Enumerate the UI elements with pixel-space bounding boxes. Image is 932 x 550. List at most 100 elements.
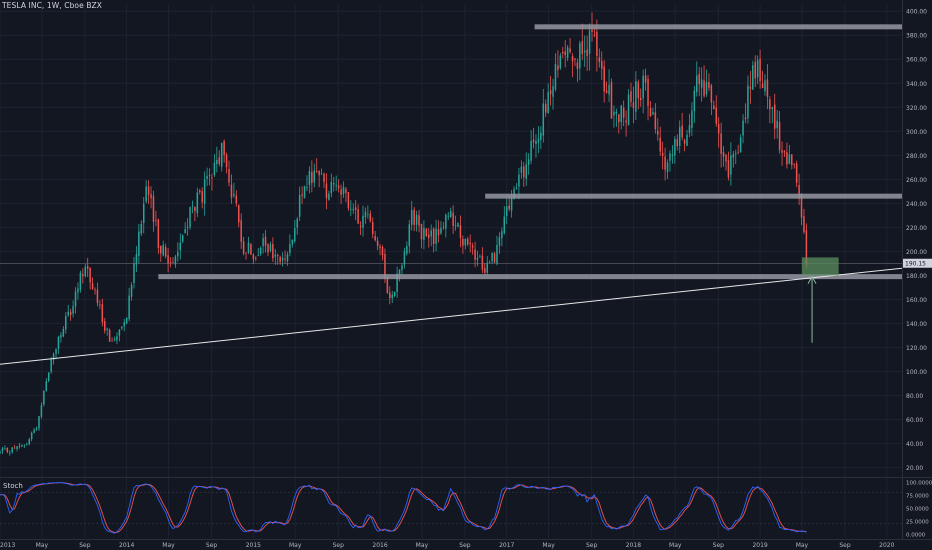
candle-body — [418, 215, 420, 226]
candle-body — [744, 117, 747, 120]
time-tick-label: Sep — [79, 542, 91, 549]
candle-body — [376, 240, 379, 246]
candle-body — [252, 254, 255, 260]
price-tick-label: 200.00 — [906, 249, 927, 256]
time-tick-label: 2015 — [246, 542, 261, 549]
candle-body — [445, 214, 447, 229]
candle-body — [225, 154, 228, 168]
candle-body — [43, 390, 45, 405]
candle-body — [527, 159, 530, 165]
candle-body — [194, 206, 196, 211]
candle-body — [447, 215, 450, 217]
candle-body — [457, 223, 459, 227]
candle-body — [203, 179, 206, 204]
candle-body — [218, 157, 221, 164]
candle-body — [323, 173, 325, 183]
candle-body — [501, 231, 503, 239]
candle-body — [488, 262, 491, 263]
candle-body — [622, 107, 625, 118]
candle-body — [184, 229, 186, 234]
candle-body — [564, 51, 566, 56]
candle-body — [371, 222, 374, 235]
candle-body — [6, 447, 9, 453]
candle-body — [354, 207, 357, 210]
candle-body — [705, 81, 708, 94]
candle-body — [406, 246, 408, 254]
candle-body — [540, 132, 542, 140]
candle-body — [769, 99, 771, 110]
candle-body — [803, 216, 805, 233]
price-tick-label: 120.00 — [906, 345, 927, 352]
candle-body — [496, 245, 498, 264]
candle-body — [374, 236, 376, 241]
candle-body — [281, 257, 284, 261]
candle-body — [393, 291, 396, 296]
candle-body — [786, 152, 788, 165]
candle-body — [264, 236, 267, 246]
candle-body — [639, 97, 642, 100]
long-term-trendline — [0, 267, 903, 365]
grid-lines — [0, 4, 902, 538]
candle-body — [637, 82, 640, 99]
candle-body — [108, 329, 111, 342]
time-tick-label: 2013 — [0, 542, 15, 549]
stoch-tick-label: 50.0000 — [906, 506, 929, 512]
candle-body — [228, 169, 230, 183]
resistance-level-line — [534, 24, 902, 30]
candle-body — [610, 82, 613, 119]
candle-body — [181, 235, 184, 242]
price-tick-label: 400.00 — [906, 9, 927, 16]
candle-body — [593, 35, 596, 36]
candle-body — [1, 448, 4, 452]
candle-body — [311, 171, 313, 184]
time-tick-label: May — [542, 542, 555, 549]
candle-body — [710, 85, 713, 103]
candle-body — [440, 227, 442, 234]
candle-body — [608, 84, 610, 95]
candle-body — [333, 182, 335, 185]
candle-body — [783, 151, 786, 153]
candle-body — [583, 50, 586, 53]
candle-body — [274, 254, 277, 257]
candle-body — [230, 184, 233, 198]
candle-body — [562, 51, 564, 54]
candle-body — [734, 153, 737, 155]
candle-body — [649, 107, 652, 117]
candle-body — [301, 194, 303, 196]
price-tick-label: 280.00 — [906, 153, 927, 160]
candle-body — [118, 329, 121, 336]
price-tick-label: 360.00 — [906, 57, 927, 64]
candle-body — [713, 105, 715, 109]
candle-body — [761, 83, 764, 88]
candle-body — [91, 283, 94, 290]
candle-body — [384, 254, 386, 276]
candle-body — [654, 112, 657, 130]
time-tick-label: 2018 — [626, 542, 641, 549]
candle-body — [28, 439, 30, 445]
candle-body — [752, 65, 754, 90]
candle-body — [793, 163, 795, 165]
stoch-panel-title: Stoch — [3, 482, 23, 490]
candle-body — [566, 47, 569, 59]
candle-body — [508, 205, 510, 210]
candle-body — [396, 273, 398, 292]
candle-body — [764, 80, 766, 92]
candle-body — [38, 416, 40, 429]
candle-body — [739, 137, 742, 153]
candle-body — [55, 348, 57, 354]
candle-body — [432, 228, 435, 245]
candle-body — [284, 258, 286, 260]
candle-body — [199, 190, 201, 193]
candle-body — [605, 90, 608, 93]
candle-body — [428, 234, 430, 239]
up-arrow-head — [807, 275, 817, 284]
candle-body — [805, 230, 808, 264]
candle-body — [535, 140, 537, 145]
candle-body — [449, 211, 452, 217]
candle-body — [208, 175, 211, 176]
candle-body — [101, 304, 104, 323]
candle-body — [40, 405, 43, 417]
candle-body — [688, 125, 691, 133]
